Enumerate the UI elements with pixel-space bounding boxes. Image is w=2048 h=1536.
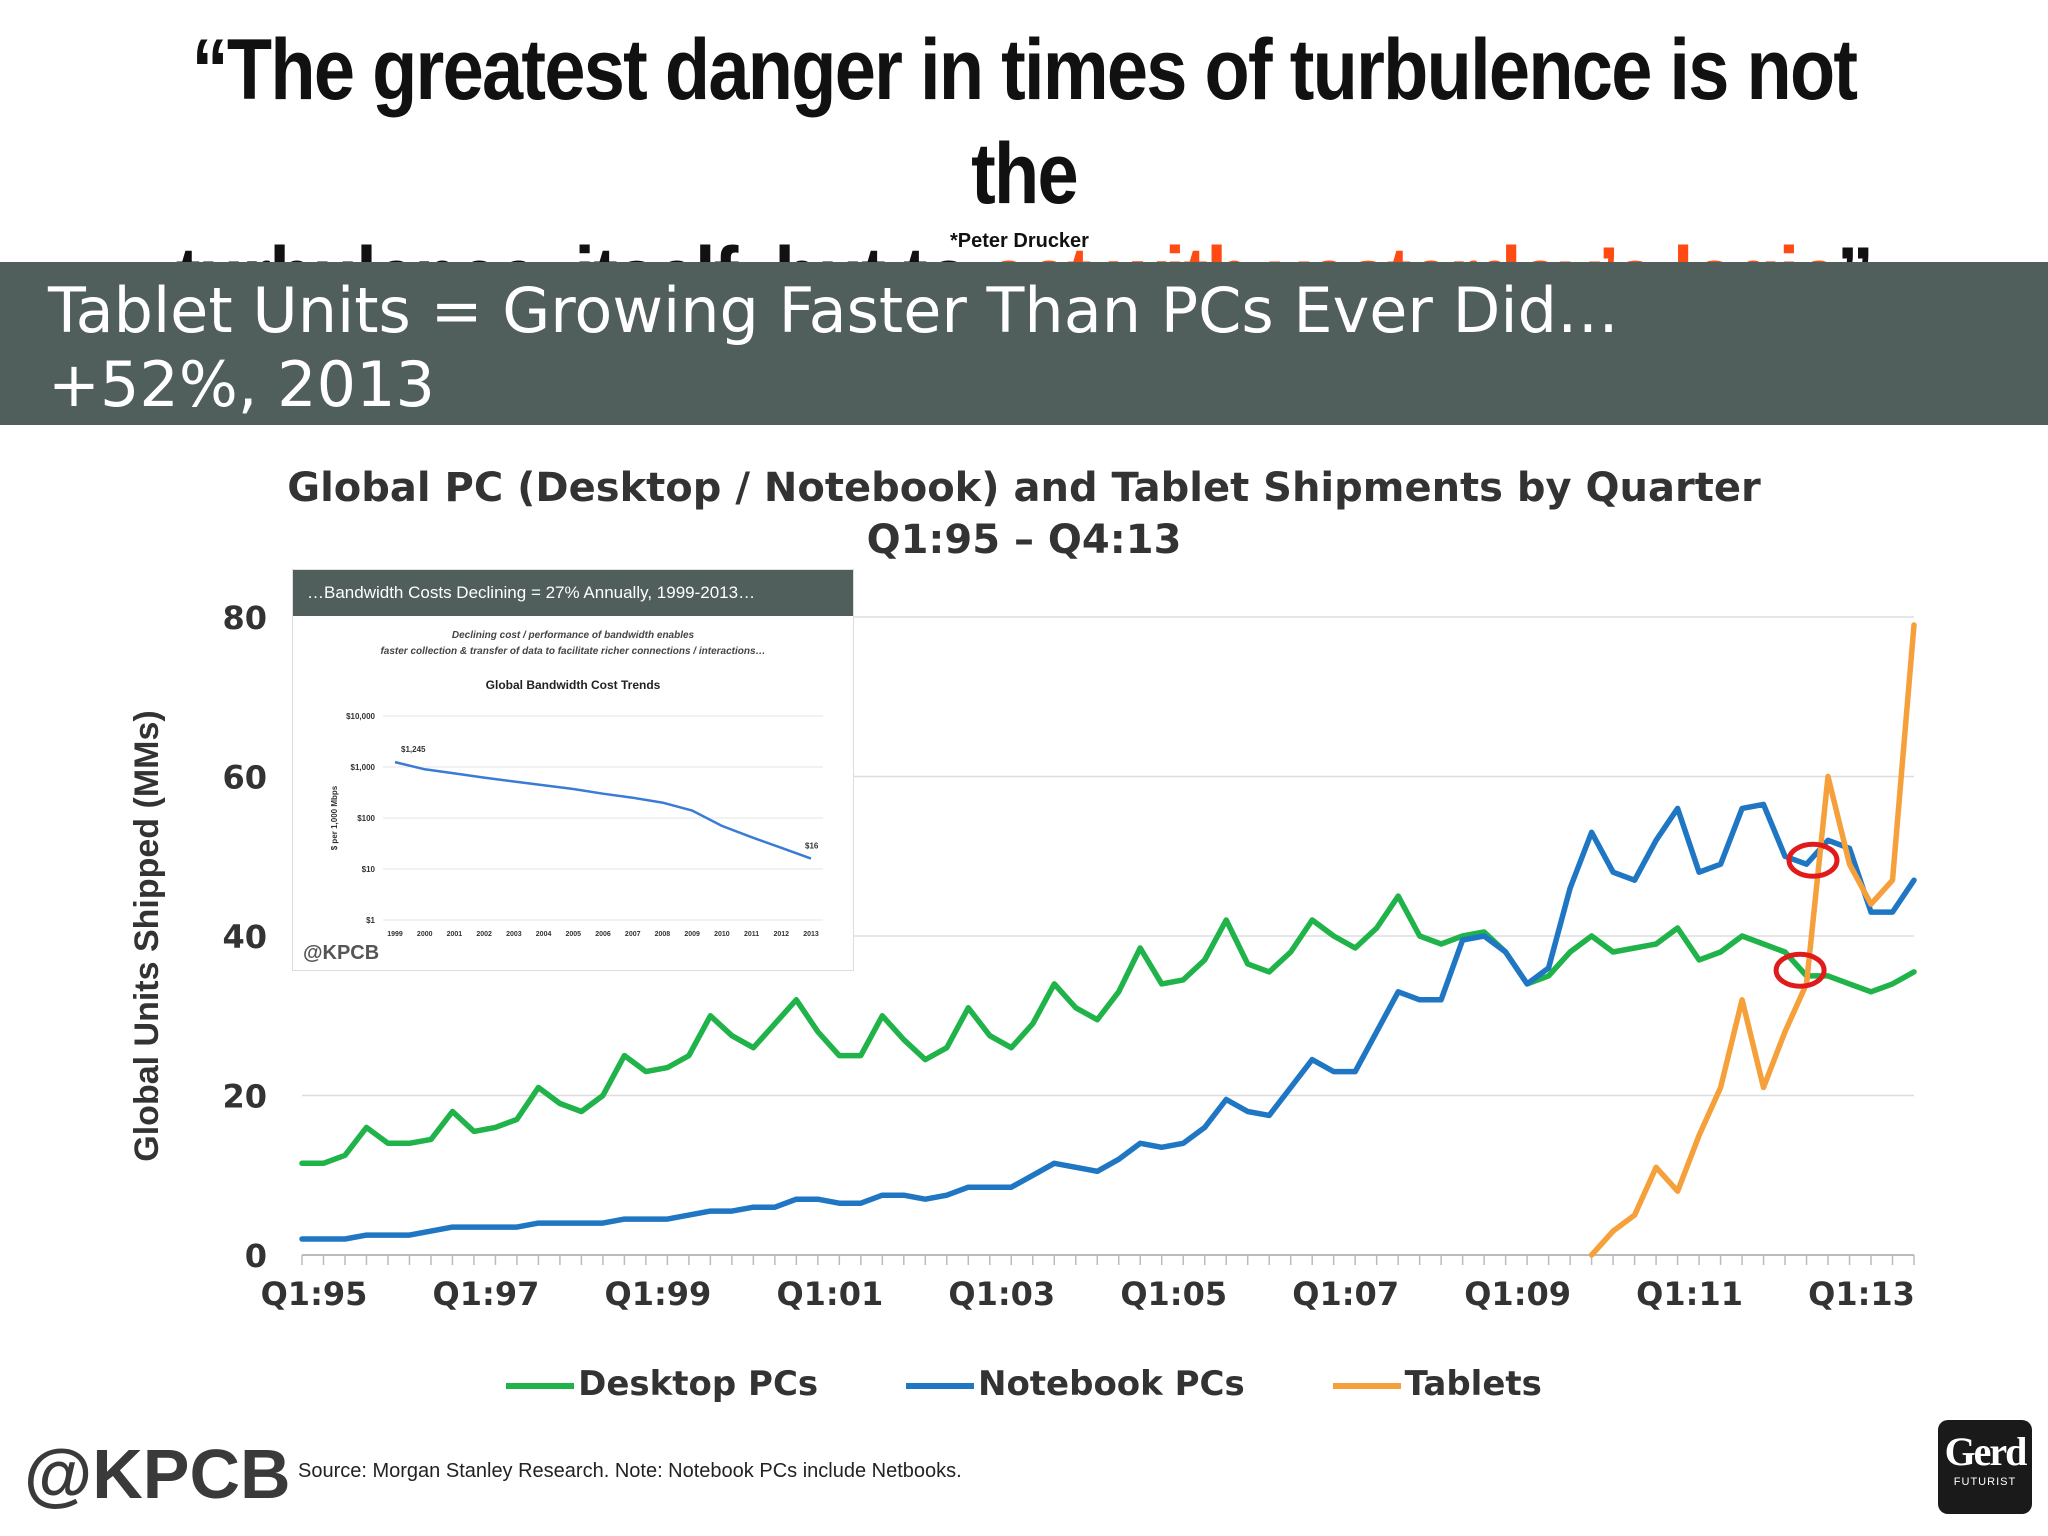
y-tick-label-80: 80 xyxy=(222,599,267,637)
y-axis: 0 20 40 60 80 Global Units Shipped (MMs) xyxy=(128,599,267,1275)
legend-item-tablets: Tablets xyxy=(1332,1364,1542,1404)
chart-legend: Desktop PCs Notebook PCs Tablets xyxy=(0,1364,2048,1404)
legend-item-desktop: Desktop PCs xyxy=(506,1364,818,1404)
inset-x-tick-2005: 2005 xyxy=(565,931,581,938)
inset-bandwidth-chart: …Bandwidth Costs Declining = 27% Annuall… xyxy=(292,569,854,971)
inset-subtitle: Declining cost / performance of bandwidt… xyxy=(293,628,853,660)
x-axis: Q1:95 Q1:97 Q1:99 Q1:01 Q1:03 Q1:05 Q1:07 Q1:09… xyxy=(261,1254,1915,1313)
chart-subtitle: Q1:95 – Q4:13 xyxy=(866,517,1182,563)
inset-x-tick-2004: 2004 xyxy=(536,931,552,938)
legend-label-tablets: Tablets xyxy=(1404,1364,1542,1404)
inset-y-label: $ per 1,000 Mbps xyxy=(330,785,339,850)
inset-x-tick-2010: 2010 xyxy=(714,931,730,938)
inset-bandwidth-line xyxy=(394,760,812,860)
inset-brand: @KPCB xyxy=(303,942,380,964)
inset-x-tick-2000: 2000 xyxy=(417,931,433,938)
inset-plot: $10,000 $1,000 $100 $10 $1 $ per 1,000 Mbps 19… xyxy=(330,712,823,938)
inset-y-tick-2: $100 xyxy=(357,814,375,823)
inset-y-tick-0: $10,000 xyxy=(346,712,375,721)
inset-x-tick-2012: 2012 xyxy=(773,931,789,938)
crossover-circle-desktop xyxy=(1773,951,1827,989)
x-tick-label-Q1:09: Q1:09 xyxy=(1464,1275,1571,1313)
inset-subtitle-line-2: faster collection & transfer of data to … xyxy=(380,646,766,657)
inset-x-tick-2002: 2002 xyxy=(476,931,492,938)
inset-x-tick-2001: 2001 xyxy=(447,931,463,938)
legend-swatch-desktop xyxy=(506,1382,575,1389)
x-tick-label-Q1:95: Q1:95 xyxy=(261,1275,368,1313)
chart-series xyxy=(299,622,1917,1258)
inset-x-tick-2009: 2009 xyxy=(684,931,700,938)
inset-x-tick-2003: 2003 xyxy=(506,931,522,938)
chart-title: Global PC (Desktop / Notebook) and Table… xyxy=(287,465,1761,511)
legend-swatch-notebook xyxy=(905,1382,974,1389)
quote-line-1: “The greatest danger in times of turbule… xyxy=(191,22,1858,222)
x-tick-label-Q1:01: Q1:01 xyxy=(776,1275,883,1313)
quote-attribution: *Peter Drucker xyxy=(950,230,1089,252)
inset-y-tick-4: $1 xyxy=(366,916,375,925)
x-tick-label-Q1:11: Q1:11 xyxy=(1636,1275,1743,1313)
inset-start-label: $1,245 xyxy=(401,745,426,754)
legend-label-notebook: Notebook PCs xyxy=(977,1364,1245,1404)
y-tick-label-40: 40 xyxy=(222,918,267,956)
headline-text: Tablet Units = Growing Faster Than PCs E… xyxy=(48,274,2028,422)
inset-x-tick-1999: 1999 xyxy=(387,931,403,938)
inset-end-label: $16 xyxy=(805,842,819,851)
inset-title: Global Bandwidth Cost Trends xyxy=(485,678,661,692)
inset-x-tick-2011: 2011 xyxy=(744,931,759,938)
x-tick-label-Q1:99: Q1:99 xyxy=(604,1275,711,1313)
inset-y-tick-1: $1,000 xyxy=(351,763,376,772)
inset-x-tick-2008: 2008 xyxy=(655,931,671,938)
kpcb-brand: @KPCB xyxy=(24,1435,291,1513)
x-tick-label-Q1:13: Q1:13 xyxy=(1808,1275,1915,1313)
inset-x-tick-2007: 2007 xyxy=(625,931,641,938)
y-axis-label: Global Units Shipped (MMs) xyxy=(128,710,166,1161)
legend-label-desktop: Desktop PCs xyxy=(578,1364,819,1404)
x-tick-label-Q1:03: Q1:03 xyxy=(948,1275,1055,1313)
headline-line-1: Tablet Units = Growing Faster Than PCs E… xyxy=(48,274,1619,347)
y-tick-label-60: 60 xyxy=(222,759,267,797)
headline-banner xyxy=(0,262,2048,425)
crossover-circle-notebook xyxy=(1786,841,1840,879)
x-tick-label-Q1:07: Q1:07 xyxy=(1292,1275,1399,1313)
logo-subtext: FUTURIST xyxy=(1953,1476,2017,1488)
chart-annotations xyxy=(1773,841,1840,989)
inset-x-tick-2006: 2006 xyxy=(595,931,611,938)
series-line-desktop-pcs xyxy=(299,893,1917,1167)
gerd-futurist-logo: Gerd FUTURIST xyxy=(1938,1420,2032,1514)
legend-swatch-tablets xyxy=(1332,1382,1401,1389)
y-tick-label-20: 20 xyxy=(222,1078,267,1116)
inset-header: …Bandwidth Costs Declining = 27% Annuall… xyxy=(293,570,853,616)
y-tick-label-0: 0 xyxy=(245,1237,267,1275)
legend-item-notebook: Notebook PCs xyxy=(905,1364,1245,1404)
x-tick-label-Q1:05: Q1:05 xyxy=(1120,1275,1227,1313)
inset-y-tick-3: $10 xyxy=(362,865,376,874)
inset-subtitle-line-1: Declining cost / performance of bandwidt… xyxy=(451,630,695,641)
inset-x-tick-2013: 2013 xyxy=(803,931,819,938)
headline-line-2: +52%, 2013 xyxy=(48,348,435,421)
logo-word: Gerd xyxy=(1944,1429,2028,1474)
source-note: Source: Morgan Stanley Research. Note: N… xyxy=(298,1460,962,1482)
chart-title-block: Global PC (Desktop / Notebook) and Table… xyxy=(0,462,2048,566)
series-line-tablets xyxy=(1588,622,1917,1258)
series-line-notebook-pcs xyxy=(299,801,1917,1242)
x-tick-label-Q1:97: Q1:97 xyxy=(433,1275,540,1313)
